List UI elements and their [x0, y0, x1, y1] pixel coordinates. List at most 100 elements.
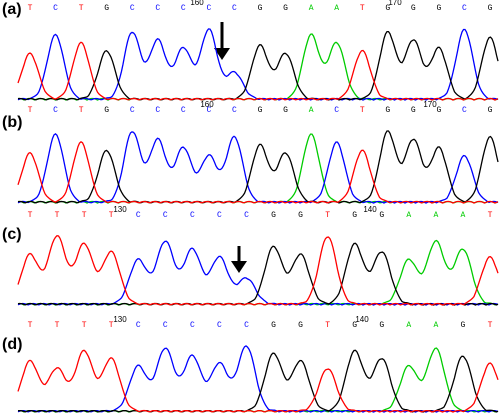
position-marker: 140	[363, 205, 377, 214]
base-call: A	[309, 106, 314, 115]
base-call: T	[360, 106, 365, 115]
base-call: T	[488, 321, 493, 330]
position-marker: 160	[190, 0, 204, 7]
base-call: T	[79, 106, 84, 115]
position-marker: 140	[355, 315, 369, 324]
base-call: T	[82, 321, 87, 330]
trace-a	[17, 239, 499, 306]
base-call: G	[385, 4, 390, 13]
position-marker: 170	[388, 0, 402, 7]
base-call: C	[136, 321, 141, 330]
base-call: C	[155, 106, 160, 115]
base-call: G	[488, 4, 493, 13]
base-call: G	[385, 106, 390, 115]
base-call: G	[298, 211, 303, 220]
base-call: A	[334, 4, 339, 13]
trace-g	[17, 130, 499, 204]
trace-t	[17, 234, 499, 306]
base-call: C	[206, 106, 211, 115]
position-marker: 170	[423, 100, 437, 109]
panel: (d) 130 140 T T T T C C C C C G G T G G A A G T	[2, 315, 499, 413]
base-call: T	[488, 211, 493, 220]
trace-c	[17, 345, 499, 413]
base-call: C	[181, 4, 186, 13]
base-call: T	[109, 321, 114, 330]
position-marker: 130	[113, 315, 127, 324]
base-call: C	[462, 106, 467, 115]
panel-label: (c)	[2, 226, 22, 243]
panel-label: (d)	[2, 336, 22, 353]
base-call: G	[436, 106, 441, 115]
base-call: T	[325, 211, 330, 220]
base-call: C	[130, 106, 135, 115]
trace-t	[17, 349, 499, 413]
base-call: G	[271, 321, 276, 330]
base-call: G	[436, 4, 441, 13]
base-call: C	[232, 106, 237, 115]
panel-label: (b)	[2, 114, 22, 131]
base-call: G	[461, 321, 466, 330]
base-call: A	[433, 321, 438, 330]
position-marker: 130	[113, 205, 127, 214]
base-call: C	[190, 321, 195, 330]
base-call: T	[28, 106, 33, 115]
arrow-c	[231, 246, 247, 273]
base-call: C	[53, 106, 58, 115]
base-call: G	[488, 106, 493, 115]
panel: (b) 160 170 T C T G C C C C C G G A C T G G G C G	[2, 100, 499, 204]
base-call: C	[181, 106, 186, 115]
base-call: A	[309, 4, 314, 13]
base-call: G	[104, 4, 109, 13]
base-call: C	[190, 211, 195, 220]
base-call: T	[109, 211, 114, 220]
base-call: G	[411, 4, 416, 13]
trace-t	[17, 141, 499, 204]
base-call: A	[406, 211, 411, 220]
base-call: A	[461, 211, 466, 220]
position-marker: 160	[200, 100, 214, 109]
base-call: G	[379, 321, 384, 330]
base-call: G	[352, 211, 357, 220]
base-call: G	[352, 321, 357, 330]
base-call: C	[334, 106, 339, 115]
base-call: T	[79, 4, 84, 13]
base-call: T	[28, 4, 33, 13]
base-call: G	[411, 106, 416, 115]
panel-label: (a)	[2, 1, 22, 18]
base-call: C	[217, 321, 222, 330]
base-call: C	[155, 4, 160, 13]
base-call: C	[163, 211, 168, 220]
trace-c	[17, 240, 499, 306]
base-call: A	[406, 321, 411, 330]
base-call: G	[258, 106, 263, 115]
arrow-a	[214, 22, 230, 60]
base-call: G	[258, 4, 263, 13]
base-call: C	[217, 211, 222, 220]
base-call: A	[433, 211, 438, 220]
panel: (c) 130 140 T T T T C C C C C G G T G G A A A T	[2, 205, 499, 306]
base-call: G	[283, 106, 288, 115]
base-call: C	[244, 211, 249, 220]
base-call: C	[244, 321, 249, 330]
base-call: T	[325, 321, 330, 330]
panel: (a) 160 170 T C T G C C C C C G G A A T G G G C G	[2, 0, 499, 101]
base-call: G	[379, 211, 384, 220]
base-call: C	[136, 211, 141, 220]
trace-c	[17, 28, 499, 101]
base-call: T	[28, 211, 33, 220]
base-call: G	[104, 106, 109, 115]
base-call: G	[298, 321, 303, 330]
trace-g	[17, 30, 499, 101]
base-call: G	[271, 211, 276, 220]
base-call: T	[55, 321, 60, 330]
base-call: T	[28, 321, 33, 330]
base-call: G	[283, 4, 288, 13]
base-call: C	[130, 4, 135, 13]
base-call: C	[206, 4, 211, 13]
base-call: C	[232, 4, 237, 13]
base-call: T	[55, 211, 60, 220]
base-call: C	[53, 4, 58, 13]
base-call: T	[360, 4, 365, 13]
base-call: C	[163, 321, 168, 330]
